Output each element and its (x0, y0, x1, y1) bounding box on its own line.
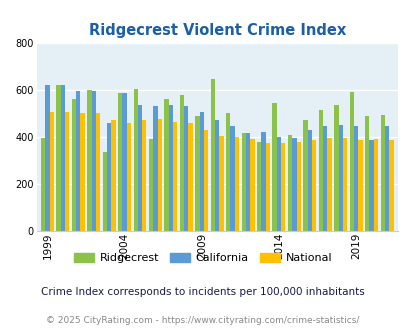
Bar (272, 103, 276, 231)
Bar (118, 93, 122, 231)
Bar (215, 120, 219, 231)
Bar (138, 105, 142, 231)
Bar (72, 99, 76, 231)
Bar (96, 114, 100, 231)
Bar (292, 138, 296, 231)
Bar (173, 122, 177, 231)
Bar (157, 119, 162, 231)
Bar (333, 105, 338, 231)
Bar (199, 112, 203, 231)
Bar (364, 116, 369, 231)
Bar (307, 130, 311, 231)
Bar (287, 135, 292, 231)
Bar (338, 125, 342, 231)
Bar (184, 106, 188, 231)
Bar (179, 95, 184, 231)
Bar (210, 79, 215, 231)
Bar (60, 85, 65, 231)
Bar (369, 141, 373, 231)
Bar (195, 116, 199, 231)
Bar (241, 133, 245, 231)
Bar (318, 110, 322, 231)
Bar (276, 137, 280, 231)
Bar (133, 89, 138, 231)
Bar (153, 106, 157, 231)
Bar (122, 93, 126, 231)
Bar (384, 126, 388, 231)
Bar (265, 143, 269, 231)
Bar (87, 90, 91, 231)
Title: Ridgecrest Violent Crime Index: Ridgecrest Violent Crime Index (88, 22, 345, 38)
Bar (353, 126, 358, 231)
Bar (349, 92, 353, 231)
Bar (311, 141, 315, 231)
Bar (303, 120, 307, 231)
Bar (76, 91, 80, 231)
Bar (149, 139, 153, 231)
Bar (111, 120, 115, 231)
Bar (164, 99, 168, 231)
Bar (226, 114, 230, 231)
Bar (107, 123, 111, 231)
Bar (65, 112, 69, 231)
Bar (280, 143, 285, 231)
Bar (102, 152, 107, 231)
Text: Crime Index corresponds to incidents per 100,000 inhabitants: Crime Index corresponds to incidents per… (41, 287, 364, 297)
Bar (234, 137, 239, 231)
Bar (358, 141, 362, 231)
Bar (256, 142, 261, 231)
Bar (379, 115, 384, 231)
Bar (91, 91, 96, 231)
Bar (188, 123, 192, 231)
Bar (49, 112, 54, 231)
Bar (80, 114, 85, 231)
Bar (126, 123, 131, 231)
Bar (342, 138, 346, 231)
Bar (45, 85, 49, 231)
Legend: Ridgecrest, California, National: Ridgecrest, California, National (69, 248, 336, 268)
Bar (230, 126, 234, 231)
Bar (388, 141, 392, 231)
Bar (142, 120, 146, 231)
Bar (41, 138, 45, 231)
Bar (249, 139, 254, 231)
Bar (373, 139, 377, 231)
Text: © 2025 CityRating.com - https://www.cityrating.com/crime-statistics/: © 2025 CityRating.com - https://www.city… (46, 316, 359, 325)
Bar (245, 133, 249, 231)
Bar (327, 138, 331, 231)
Bar (261, 132, 265, 231)
Bar (56, 85, 60, 231)
Bar (322, 126, 327, 231)
Bar (296, 142, 300, 231)
Bar (168, 105, 173, 231)
Bar (203, 130, 208, 231)
Bar (219, 136, 223, 231)
